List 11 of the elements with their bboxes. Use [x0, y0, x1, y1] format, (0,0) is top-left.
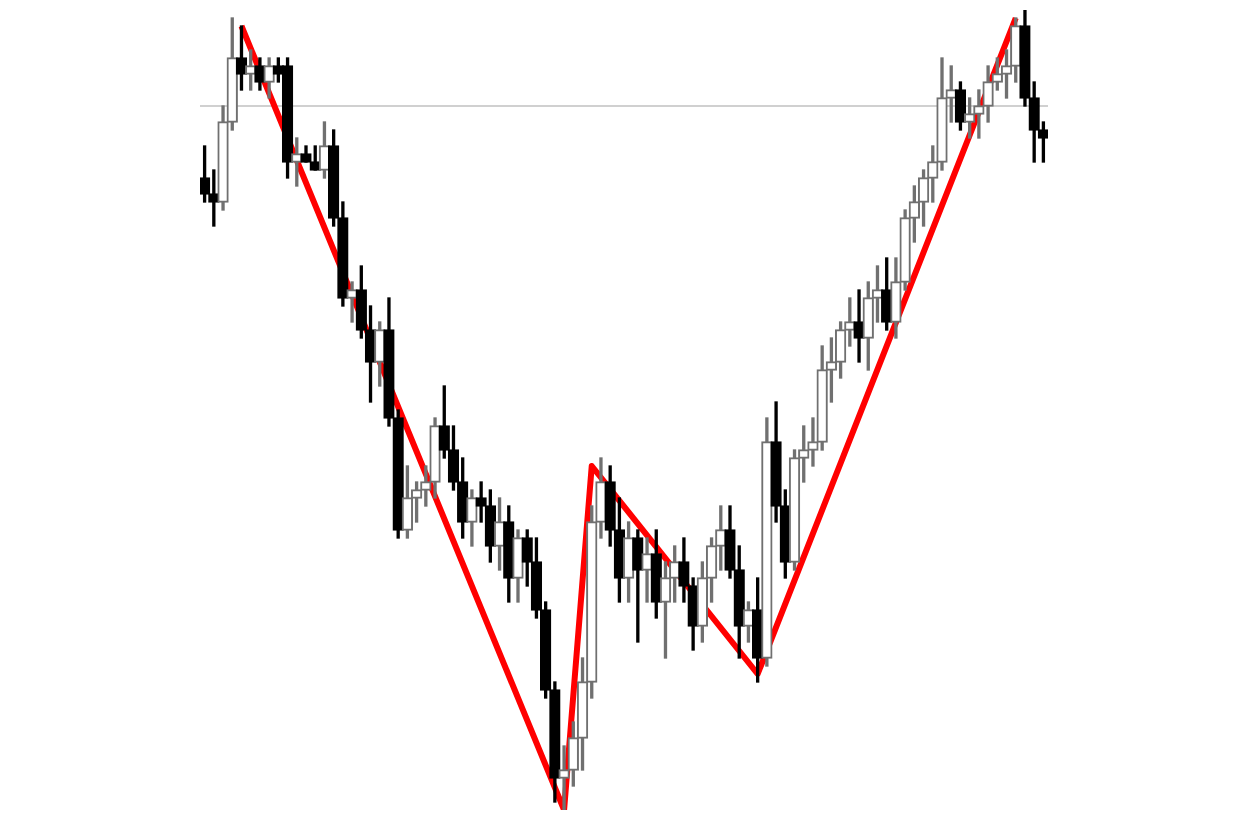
- candlestick: [429, 417, 441, 499]
- candlestick: [346, 281, 358, 323]
- candlestick: [558, 745, 570, 810]
- candlestick: [853, 289, 865, 363]
- candlestick: [982, 65, 994, 123]
- candlestick: [936, 57, 948, 171]
- candlestick: [641, 537, 653, 603]
- candlestick: [761, 417, 773, 667]
- candlestick: [263, 57, 275, 99]
- candlestick: [466, 489, 478, 547]
- candlestick: [254, 57, 266, 91]
